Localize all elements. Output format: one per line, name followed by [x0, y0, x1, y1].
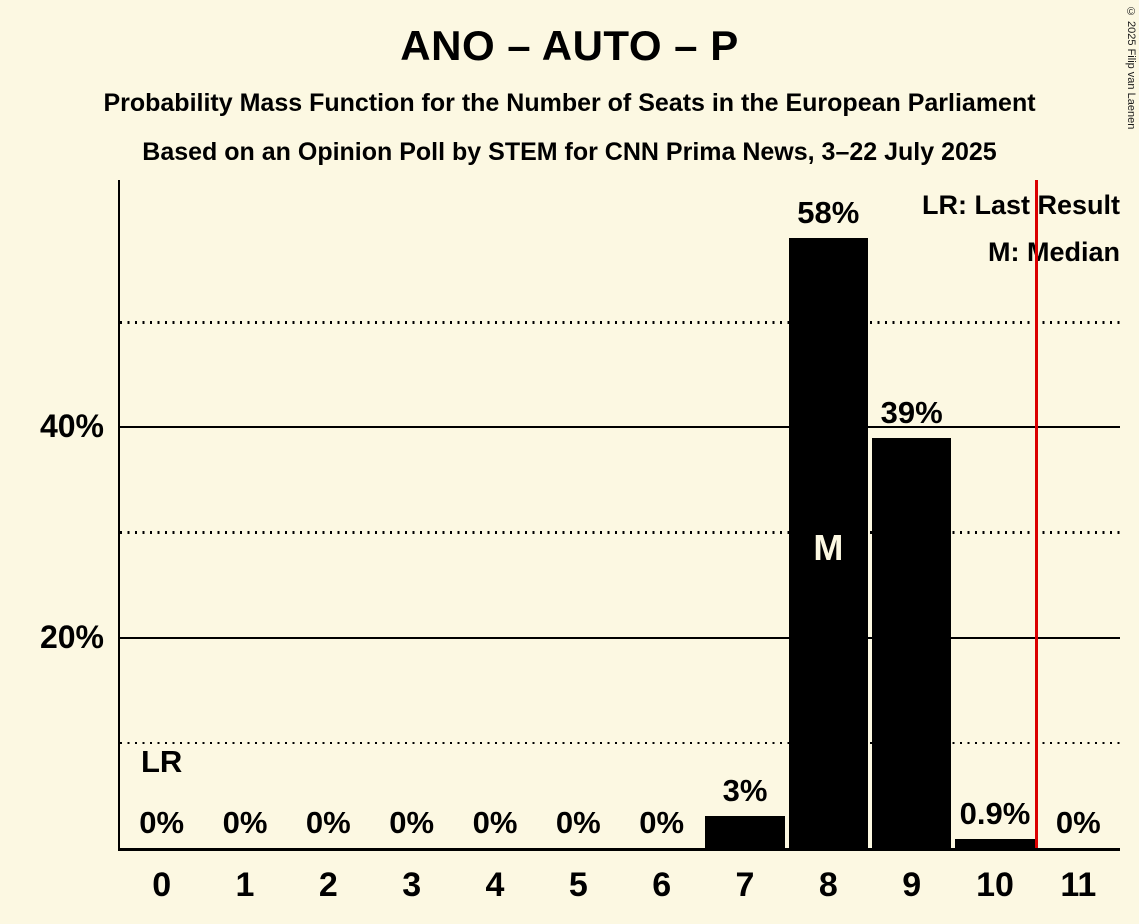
legend-last-result-entry: LR: Last Result	[921, 190, 1120, 220]
gridline-solid	[120, 426, 1120, 429]
gridline-solid	[120, 636, 1120, 639]
y-axis	[117, 180, 120, 851]
chart-legend: LR: Last Result M: Median	[922, 182, 1120, 276]
gridline-dotted	[120, 321, 1120, 324]
bar-value-label: 0%	[389, 805, 435, 840]
gridline-dotted	[120, 741, 1120, 745]
y-axis-tick-label: 40%	[39, 408, 104, 445]
x-axis-tick-label: 6	[652, 866, 672, 904]
x-axis-tick-label: 1	[235, 866, 255, 904]
chart-title: ANO – AUTO – P	[400, 22, 739, 69]
bar	[788, 237, 868, 848]
bar-value-label: 0%	[472, 805, 518, 840]
x-axis-tick-label: 8	[818, 866, 838, 904]
median-marker: M	[813, 527, 844, 568]
bar-value-label: 0%	[305, 805, 351, 840]
x-axis-tick-label: 9	[902, 866, 922, 904]
bar	[705, 816, 785, 848]
bar-value-label: 58%	[797, 194, 860, 230]
bar-value-label: 0%	[1055, 805, 1101, 840]
bar	[872, 437, 952, 848]
bar-value-label: 0.9%	[959, 795, 1031, 831]
gridline-dotted	[120, 531, 1120, 534]
bar	[955, 838, 1035, 848]
bar-value-label: 39%	[880, 394, 943, 430]
x-axis-tick-label: 10	[976, 866, 1014, 904]
x-axis-tick-label: 3	[402, 866, 422, 904]
last-result-marker: LR	[141, 744, 183, 779]
x-axis-tick-label: 2	[318, 866, 338, 904]
bar-value-label: 0%	[639, 805, 685, 840]
x-axis-tick-label: 0	[152, 866, 172, 904]
x-axis-tick-label: 5	[568, 866, 588, 904]
x-axis-tick-label: 4	[485, 866, 505, 904]
bar-value-label: 0%	[139, 805, 185, 840]
bar-value-label: 0%	[222, 805, 268, 840]
bar-value-label: 0%	[555, 805, 601, 840]
copyright-notice: © 2025 Filip van Laenen	[1125, 6, 1137, 130]
x-axis-tick-label: 7	[735, 866, 755, 904]
last-result-line	[1035, 180, 1038, 848]
y-axis-tick-label: 20%	[39, 618, 104, 655]
x-axis-tick-label: 11	[1060, 866, 1097, 904]
legend-median-entry: M: Median	[988, 237, 1120, 267]
chart-subtitle: Probability Mass Function for the Number…	[103, 89, 1036, 117]
x-axis	[117, 848, 1120, 851]
chart-source-subtitle: Based on an Opinion Poll by STEM for CNN…	[142, 138, 997, 166]
bar-value-label: 3%	[722, 773, 768, 809]
